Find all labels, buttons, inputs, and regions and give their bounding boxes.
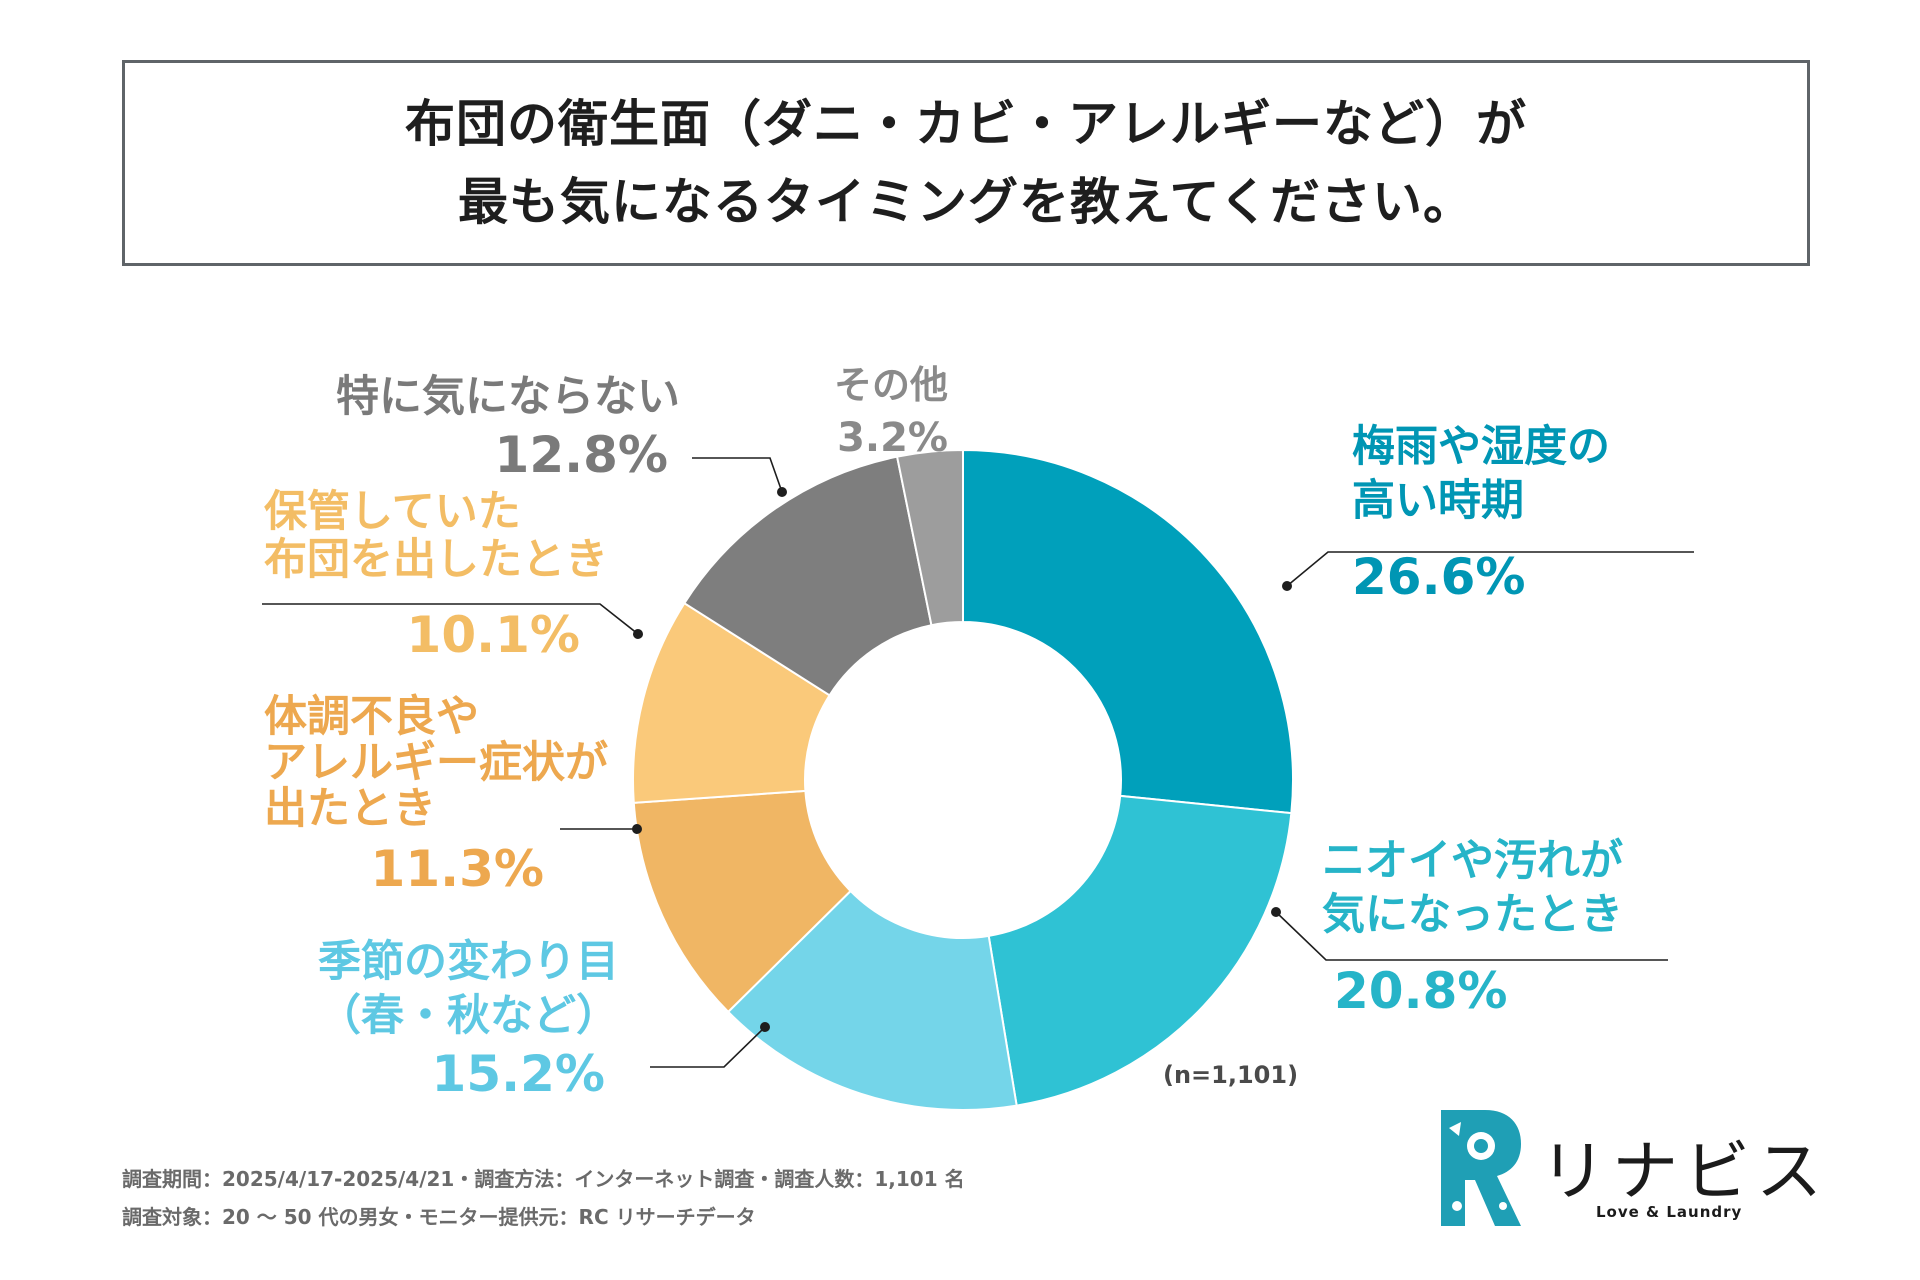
leader-dot-humid bbox=[1282, 581, 1292, 591]
label-health-line-1: 体調不良や bbox=[264, 692, 479, 742]
label-humid-line-2: 高い時期 bbox=[1352, 476, 1524, 526]
slice-season bbox=[726, 889, 1018, 1111]
slice-health bbox=[632, 789, 852, 1014]
pct-storage: 10.1% bbox=[406, 606, 580, 664]
pct-odor: 20.8% bbox=[1334, 962, 1508, 1020]
slice-other bbox=[895, 448, 964, 627]
label-none-line-1: 特に気にならない bbox=[336, 372, 680, 422]
leader-dot-storage bbox=[633, 629, 643, 639]
label-none: 特に気にならない 12.8% bbox=[296, 370, 680, 486]
leader-line-odor bbox=[1275, 911, 1668, 961]
pct-season: 15.2% bbox=[431, 1045, 605, 1103]
slice-odor bbox=[987, 794, 1293, 1107]
label-storage-line-2: 布団を出したとき bbox=[264, 535, 608, 585]
label-season-line-1: 季節の変わり目 bbox=[318, 937, 619, 987]
leader-dot-none bbox=[777, 487, 787, 497]
title-line-2: 最も気になるタイミングを教えてください。 bbox=[458, 173, 1474, 231]
label-other-line-1: その他 bbox=[833, 363, 948, 407]
label-storage: 保管していた 布団を出したとき 10.1% bbox=[264, 488, 608, 666]
slice-humid bbox=[962, 448, 1294, 815]
label-health-line-2: アレルギー症状が bbox=[264, 738, 608, 788]
label-other: その他 3.2% bbox=[818, 358, 948, 464]
label-odor-line-1: ニオイや汚れが bbox=[1322, 836, 1623, 886]
slice-none bbox=[682, 455, 933, 697]
sample-size: (n=1,101) bbox=[1163, 1061, 1299, 1089]
title-box: 布団の衛生面（ダニ・カビ・アレルギーなど）が 最も気になるタイミングを教えてくだ… bbox=[122, 60, 1810, 266]
footer-line-1: 調査期間：2025/4/17-2025/4/21・調査方法：インターネット調査・… bbox=[122, 1167, 965, 1191]
pct-humid: 26.6% bbox=[1352, 548, 1526, 606]
pct-other: 3.2% bbox=[837, 415, 948, 461]
leader-line-humid bbox=[1286, 551, 1694, 587]
brand-logo-icon bbox=[1441, 1110, 1521, 1226]
brand-name: リナビス bbox=[1540, 1133, 1828, 1210]
label-season: 季節の変わり目 （春・秋など） 15.2% bbox=[318, 935, 619, 1105]
label-odor: ニオイや汚れが 気になったとき 20.8% bbox=[1322, 834, 1623, 1022]
pct-health: 11.3% bbox=[370, 840, 544, 898]
leader-dot-health bbox=[632, 824, 642, 834]
brand-tagline: Love & Laundry bbox=[1596, 1203, 1743, 1221]
leader-dot-odor bbox=[1271, 907, 1281, 917]
leader-line-none bbox=[692, 457, 783, 493]
leader-dot-season bbox=[760, 1022, 770, 1032]
label-health-line-3: 出たとき bbox=[264, 784, 436, 834]
label-odor-line-2: 気になったとき bbox=[1322, 890, 1623, 940]
label-humid: 梅雨や湿度の 高い時期 26.6% bbox=[1352, 420, 1610, 608]
pct-none: 12.8% bbox=[494, 426, 668, 484]
footer-line-2: 調査対象：20 〜 50 代の男女・モニター提供元：RC リサーチデータ bbox=[122, 1205, 756, 1229]
leader-line-storage bbox=[262, 603, 639, 635]
label-humid-line-1: 梅雨や湿度の bbox=[1352, 422, 1610, 472]
title-line-1: 布団の衛生面（ダニ・カビ・アレルギーなど）が bbox=[405, 95, 1527, 153]
label-season-line-2: （春・秋など） bbox=[318, 991, 619, 1041]
leader-line-season bbox=[650, 1026, 766, 1068]
label-storage-line-1: 保管していた bbox=[264, 487, 521, 537]
label-health: 体調不良や アレルギー症状が 出たとき 11.3% bbox=[264, 694, 608, 900]
